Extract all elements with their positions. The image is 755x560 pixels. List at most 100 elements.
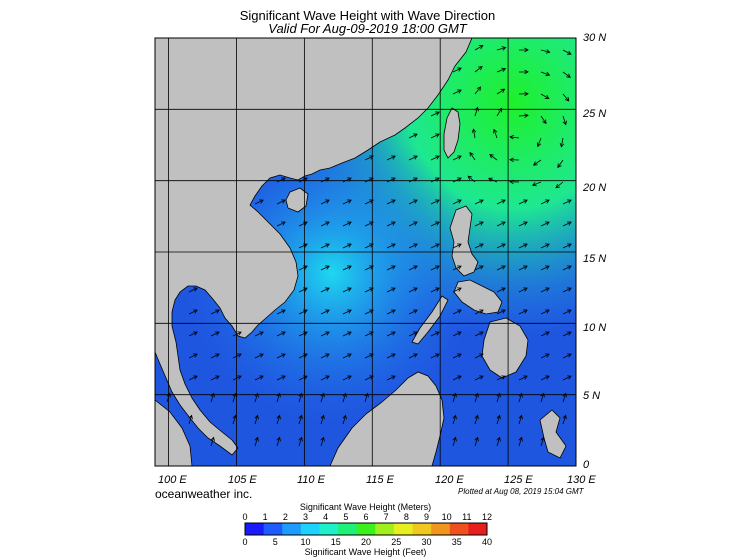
colorbar-feet-tick: 5 bbox=[272, 537, 278, 547]
colorbar-meter-tick: 12 bbox=[481, 512, 493, 522]
wave-arrow bbox=[540, 375, 550, 381]
wave-arrow bbox=[496, 67, 507, 73]
wave-arrow bbox=[408, 287, 418, 293]
wave-arrow bbox=[518, 436, 523, 447]
colorbar-feet-tick: 10 bbox=[300, 537, 311, 547]
wave-arrow bbox=[408, 309, 418, 315]
colorbar-meter-tick: 6 bbox=[363, 512, 369, 522]
wave-arrow bbox=[452, 265, 462, 271]
wave-arrow bbox=[364, 155, 374, 161]
wave-arrow bbox=[452, 331, 462, 337]
wave-arrow bbox=[540, 309, 550, 315]
wave-arrow bbox=[474, 45, 484, 51]
colorbar-title-feet: Significant Wave Height (Feet) bbox=[304, 547, 427, 557]
wave-arrow bbox=[210, 309, 220, 315]
wave-arrow bbox=[540, 93, 550, 99]
wave-arrow bbox=[386, 243, 396, 249]
wave-arrow bbox=[342, 265, 352, 271]
wave-arrow bbox=[254, 199, 264, 205]
wave-arrow bbox=[430, 265, 440, 271]
lat-label-30n: 30 N bbox=[583, 32, 607, 44]
colorbar-meter-tick: 3 bbox=[302, 512, 309, 522]
wave-arrow bbox=[518, 47, 529, 53]
wave-arrow bbox=[320, 221, 330, 227]
wave-arrow bbox=[386, 287, 396, 293]
colorbar-meter-tick: 5 bbox=[343, 512, 349, 522]
wave-arrow bbox=[386, 221, 396, 227]
colorbar-feet-tick: 40 bbox=[481, 537, 493, 547]
wave-arrow bbox=[474, 199, 484, 205]
wave-arrow bbox=[342, 177, 352, 183]
wave-arrow bbox=[452, 199, 462, 205]
colorbar-meter-tick: 9 bbox=[423, 512, 430, 522]
lat-label-0: 0 bbox=[583, 459, 590, 471]
colorbar-meter-tick: 11 bbox=[462, 512, 472, 522]
wave-arrow bbox=[492, 128, 498, 139]
wave-arrow bbox=[188, 331, 198, 337]
wave-arrow bbox=[364, 265, 374, 271]
wave-arrow bbox=[562, 71, 571, 78]
wave-arrow bbox=[474, 414, 479, 425]
wave-arrow bbox=[386, 353, 396, 359]
wave-arrow bbox=[518, 199, 528, 205]
wave-arrow bbox=[364, 287, 374, 293]
wave-arrow bbox=[518, 287, 528, 293]
colorbar-swatch bbox=[263, 523, 283, 535]
wave-arrow bbox=[430, 111, 440, 117]
lat-label-5n: 5 N bbox=[583, 390, 601, 402]
wave-arrow bbox=[496, 243, 506, 249]
wave-arrow bbox=[555, 181, 564, 189]
wave-arrow bbox=[386, 309, 396, 315]
map-title: Significant Wave Height with Wave Direct… bbox=[239, 8, 496, 23]
wave-arrow bbox=[408, 199, 418, 205]
wave-arrow bbox=[474, 243, 484, 249]
wave-arrow bbox=[254, 436, 259, 447]
wave-arrow bbox=[518, 309, 528, 315]
colorbar-frame bbox=[244, 522, 488, 536]
wave-arrow bbox=[254, 331, 264, 337]
lat-lon-grid bbox=[155, 38, 576, 466]
wave-arrow bbox=[496, 375, 506, 381]
wave-arrow bbox=[540, 71, 551, 77]
colorbar-swatch bbox=[282, 523, 302, 535]
wave-arrow bbox=[408, 133, 418, 139]
wave-arrow bbox=[430, 353, 440, 359]
wave-arrow bbox=[364, 375, 374, 381]
colorbar-swatch bbox=[375, 523, 395, 535]
colorbar-swatch bbox=[431, 523, 451, 535]
wave-arrow bbox=[496, 309, 506, 315]
wave-arrow bbox=[320, 243, 330, 249]
wave-arrow bbox=[320, 309, 330, 315]
wave-arrow bbox=[342, 199, 352, 205]
wave-arrow bbox=[276, 221, 286, 227]
wave-arrow bbox=[364, 309, 374, 315]
wave-arrow bbox=[364, 353, 374, 359]
lon-label-105e: 105 E bbox=[228, 474, 257, 486]
wave-arrow bbox=[518, 243, 528, 249]
wave-arrow bbox=[232, 353, 242, 359]
wave-arrow bbox=[518, 265, 528, 271]
wave-arrow bbox=[518, 221, 528, 227]
wave-arrow bbox=[452, 436, 457, 447]
wave-arrow bbox=[540, 436, 545, 447]
wave-arrow bbox=[276, 375, 286, 381]
wave-arrow bbox=[210, 436, 215, 447]
wave-arrow bbox=[408, 243, 418, 249]
lon-label-100e: 100 E bbox=[158, 474, 187, 486]
wave-arrow bbox=[342, 287, 352, 293]
colorbar-swatch bbox=[449, 523, 469, 535]
wave-arrow bbox=[254, 414, 259, 425]
wave-arrow bbox=[320, 414, 325, 425]
colorbar-swatch bbox=[245, 523, 265, 535]
colorbar-swatch bbox=[468, 523, 488, 535]
wave-arrow bbox=[276, 309, 286, 315]
credit-text: oceanweather inc. bbox=[155, 487, 253, 501]
wave-arrow bbox=[562, 375, 572, 381]
colorbar-feet-tick: 30 bbox=[421, 537, 432, 547]
wave-arrow bbox=[254, 353, 264, 359]
wave-arrow bbox=[364, 199, 374, 205]
wave-arrow bbox=[540, 221, 550, 227]
land-visayas bbox=[453, 279, 503, 315]
colorbar-meter-tick: 10 bbox=[441, 512, 452, 522]
wave-arrow bbox=[562, 414, 567, 425]
